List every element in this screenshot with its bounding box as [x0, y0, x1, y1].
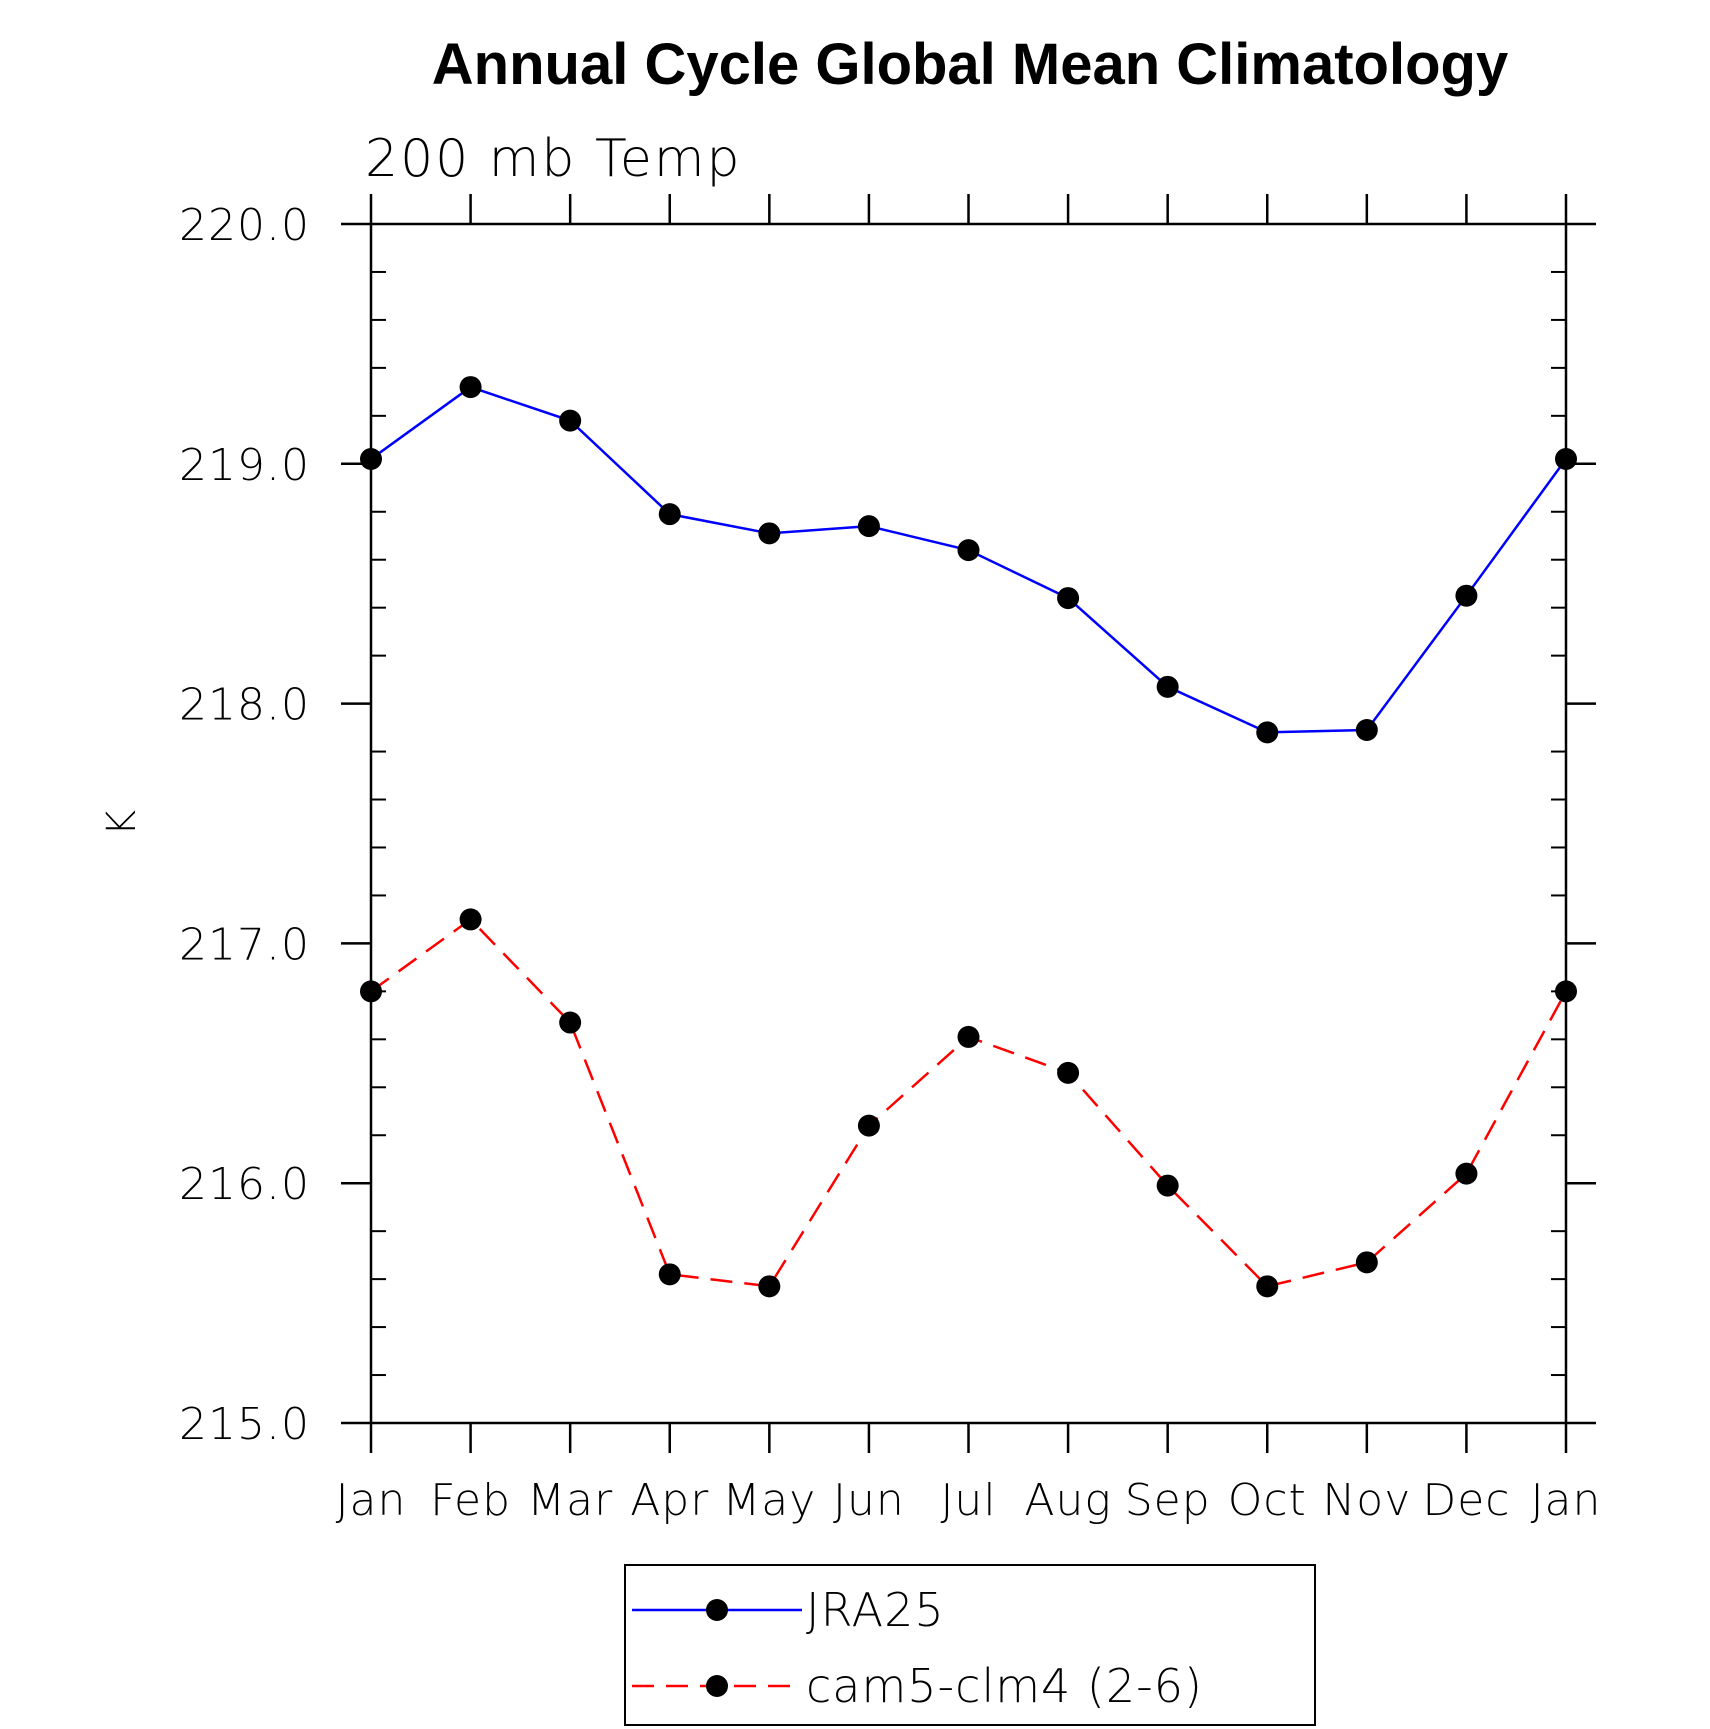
series-0-point	[1355, 718, 1378, 741]
legend-box	[624, 1564, 1316, 1726]
y-tick-label: 219.0	[179, 440, 310, 491]
series-1-point	[1057, 1061, 1080, 1084]
x-tick-label: Apr	[630, 1475, 709, 1526]
series-1-point	[559, 1011, 582, 1034]
series-1-point	[360, 980, 382, 1003]
series-line-1	[370, 917, 1568, 1288]
series-0-point	[1455, 584, 1478, 607]
series-0-point	[1057, 587, 1080, 610]
legend-label-1: cam5-clm4 (2-6)	[806, 1659, 1203, 1713]
x-tick-label: Jul	[940, 1475, 996, 1526]
x-tick-label: Feb	[430, 1475, 511, 1526]
series-0-point	[1156, 675, 1179, 698]
series-1-point	[1555, 980, 1577, 1003]
x-tick-label: Nov	[1322, 1475, 1411, 1526]
x-tick-label: Aug	[1024, 1475, 1111, 1526]
x-tick-label: Jun	[833, 1475, 905, 1526]
legend: JRA25 cam5-clm4 (2-6)	[624, 1564, 1316, 1726]
series-1-point	[1455, 1162, 1478, 1185]
series-0-point	[559, 409, 582, 432]
series-0-point	[857, 515, 880, 538]
series-0-point	[1555, 448, 1577, 471]
series-0-point	[758, 522, 781, 545]
y-tick-label: 217.0	[179, 919, 310, 970]
series-0-point	[957, 539, 980, 562]
series-0-point	[658, 503, 681, 526]
x-tick-label: Jan	[336, 1475, 407, 1526]
x-tick-label: Mar	[527, 1475, 613, 1526]
series-1-point	[857, 1114, 880, 1137]
x-tick-label: Sep	[1125, 1475, 1211, 1526]
x-tick-label: May	[722, 1475, 816, 1526]
series-0-point	[459, 376, 482, 399]
series-1-point	[957, 1025, 980, 1048]
series-0-point	[1256, 721, 1279, 744]
legend-label-0: JRA25	[806, 1583, 945, 1637]
series-1-point	[1355, 1251, 1378, 1274]
axes: Jan Feb Mar Apr May Jun Jul Aug Sep Oct Nov Dec Jan 2…	[179, 194, 1602, 1526]
legend-swatch-marker-1	[706, 1675, 728, 1697]
series-1-point	[459, 908, 482, 931]
series-1-point	[658, 1263, 681, 1286]
x-tick-label: Oct	[1228, 1475, 1307, 1526]
series-1-point	[1156, 1174, 1179, 1197]
series-0-point	[360, 448, 382, 471]
y-tick-label: 215.0	[179, 1399, 310, 1450]
series-1-point	[758, 1275, 781, 1298]
series-layer	[360, 376, 1577, 1298]
y-tick-label: 220.0	[179, 200, 310, 251]
y-tick-label: 218.0	[179, 680, 310, 731]
legend-swatch-marker-0	[706, 1599, 728, 1621]
y-tick-label: 216.0	[179, 1159, 310, 1210]
chart-title: Annual Cycle Global Mean Climatology	[432, 32, 1508, 97]
y-axis-label: K	[99, 810, 145, 836]
x-tick-label: Dec	[1422, 1475, 1510, 1526]
series-1-point	[1256, 1275, 1279, 1298]
x-tick-label: Jan	[1531, 1475, 1602, 1526]
chart-subtitle: 200 mb Temp	[365, 129, 742, 189]
